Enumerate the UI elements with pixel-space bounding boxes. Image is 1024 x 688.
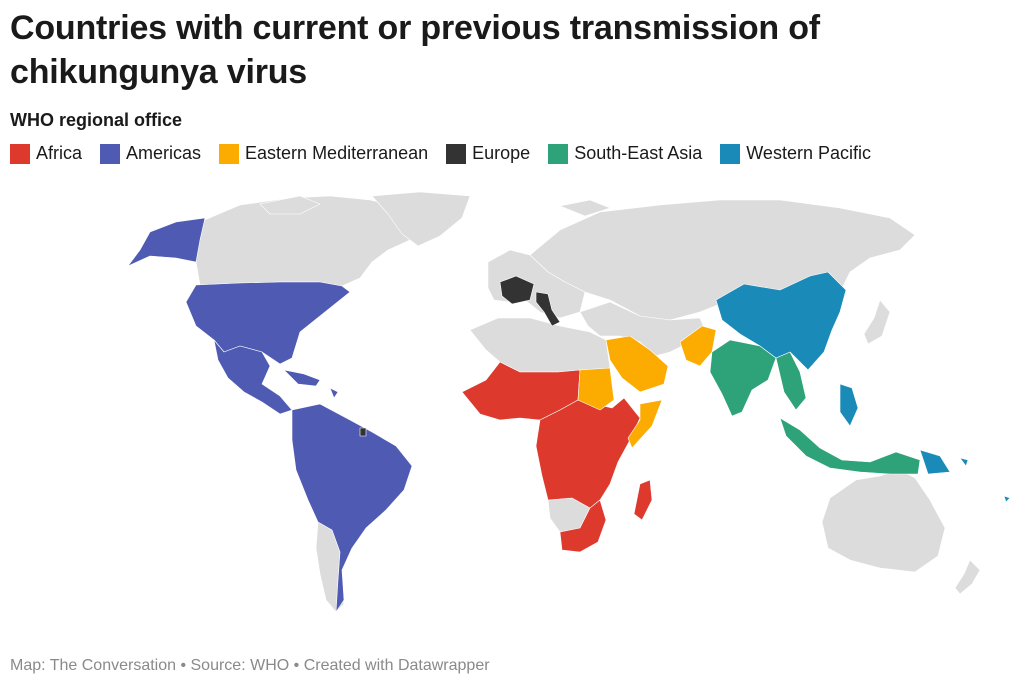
legend-title: WHO regional office bbox=[10, 110, 183, 130]
legend-swatch-europe bbox=[446, 143, 467, 164]
region-europe-italy[interactable] bbox=[535, 291, 561, 327]
region-europe-france[interactable] bbox=[499, 275, 535, 305]
region-wp-china[interactable] bbox=[715, 271, 847, 371]
region-em-arabia[interactable] bbox=[605, 335, 669, 393]
world-map bbox=[127, 191, 1011, 613]
legend-label-americas: Americas bbox=[126, 143, 202, 163]
map-title: Countries with current or previous trans… bbox=[10, 9, 820, 91]
region-americas-caribbean[interactable] bbox=[283, 369, 339, 399]
legend-item-western-pacific: Western Pacific bbox=[720, 143, 871, 164]
region-americas-alaska[interactable] bbox=[127, 217, 206, 267]
region-wp-png[interactable] bbox=[919, 449, 951, 475]
map-credit: Map: The Conversation • Source: WHO • Cr… bbox=[10, 657, 490, 674]
region-africa-madagascar[interactable] bbox=[633, 479, 653, 521]
legend-item-africa: Africa bbox=[10, 143, 82, 164]
region-greenland[interactable] bbox=[371, 191, 471, 247]
region-europe-french-guiana[interactable] bbox=[359, 427, 367, 437]
region-wp-pacific-islands[interactable] bbox=[959, 457, 1011, 503]
legend-swatch-south-east-asia bbox=[548, 143, 569, 164]
region-em-somalia[interactable] bbox=[627, 399, 663, 449]
legend-label-western-pacific: Western Pacific bbox=[746, 143, 871, 163]
region-wp-philippines[interactable] bbox=[839, 383, 859, 427]
legend-item-eastern-mediterranean: Eastern Mediterranean bbox=[219, 143, 428, 164]
region-new-zealand[interactable] bbox=[954, 559, 981, 595]
region-arctic-islands[interactable] bbox=[259, 195, 611, 217]
region-sea-india[interactable] bbox=[709, 339, 777, 417]
region-americas-south[interactable] bbox=[291, 403, 413, 613]
region-americas-north[interactable] bbox=[185, 281, 351, 365]
legend-label-south-east-asia: South-East Asia bbox=[574, 143, 703, 163]
region-sea-indonesia[interactable] bbox=[779, 417, 921, 475]
legend-item-americas: Americas bbox=[100, 143, 201, 164]
legend-swatch-western-pacific bbox=[720, 143, 741, 164]
legend-label-eastern-mediterranean: Eastern Mediterranean bbox=[245, 143, 429, 163]
legend: Africa Americas Eastern Mediterranean Eu… bbox=[10, 143, 871, 164]
region-australia[interactable] bbox=[821, 469, 946, 573]
legend-item-south-east-asia: South-East Asia bbox=[548, 143, 702, 164]
legend-swatch-americas bbox=[100, 143, 121, 164]
region-northern-eurasia[interactable] bbox=[529, 199, 916, 321]
region-japan[interactable] bbox=[863, 299, 891, 345]
legend-label-africa: Africa bbox=[36, 143, 83, 163]
legend-swatch-eastern-mediterranean bbox=[219, 143, 240, 164]
region-americas-central[interactable] bbox=[213, 339, 293, 415]
region-africa-central-east[interactable] bbox=[535, 397, 641, 509]
region-em-sudan[interactable] bbox=[577, 367, 615, 411]
region-middle-east-other[interactable] bbox=[579, 301, 706, 357]
legend-item-europe: Europe bbox=[446, 143, 530, 164]
region-africa-south[interactable] bbox=[559, 499, 607, 553]
legend-label-europe: Europe bbox=[472, 143, 531, 163]
legend-swatch-africa bbox=[10, 143, 30, 164]
